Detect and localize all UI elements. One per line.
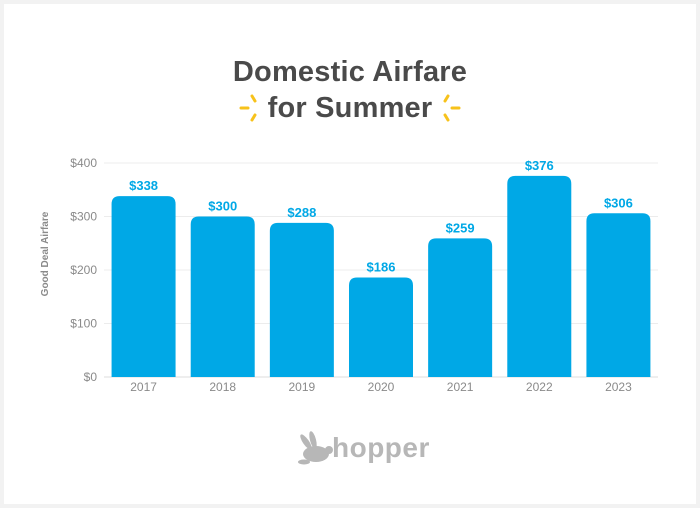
x-tick-label: 2018: [209, 380, 236, 394]
chart-title-line2: for Summer: [267, 92, 433, 124]
bar: [349, 277, 413, 377]
hopper-logo-text: hopper: [332, 432, 430, 463]
bar-value-label: $300: [208, 199, 237, 214]
y-tick-label: $100: [70, 317, 97, 331]
bar: [269, 222, 334, 377]
bar-value-label: $288: [287, 205, 316, 220]
bar: [428, 238, 493, 377]
right-sparkle-icon: [443, 94, 461, 122]
bar-value-label: $259: [446, 220, 475, 235]
left-sparkle-icon: [239, 94, 257, 122]
bar: [111, 196, 176, 377]
y-tick-label: $0: [84, 370, 98, 384]
bar-value-label: $186: [367, 259, 396, 274]
y-tick-label: $300: [70, 210, 97, 224]
x-tick-label: 2023: [605, 380, 632, 394]
bar-value-label: $376: [525, 158, 554, 173]
bar: [190, 216, 255, 377]
y-tick-label: $200: [70, 263, 97, 277]
x-tick-label: 2019: [289, 380, 316, 394]
bar: [586, 213, 651, 377]
x-tick-label: 2020: [368, 380, 395, 394]
y-tick-label: $400: [70, 156, 97, 170]
x-tick-label: 2017: [130, 380, 157, 394]
y-axis-label: Good Deal Airfare: [40, 211, 51, 296]
chart-title-line1: Domestic Airfare: [232, 56, 468, 88]
bar: [507, 175, 572, 377]
bar-value-label: $338: [129, 178, 158, 193]
x-tick-label: 2022: [526, 380, 553, 394]
hopper-bunny-logo-icon: [298, 431, 333, 465]
x-tick-label: 2021: [447, 380, 474, 394]
bar-value-label: $306: [604, 195, 633, 210]
